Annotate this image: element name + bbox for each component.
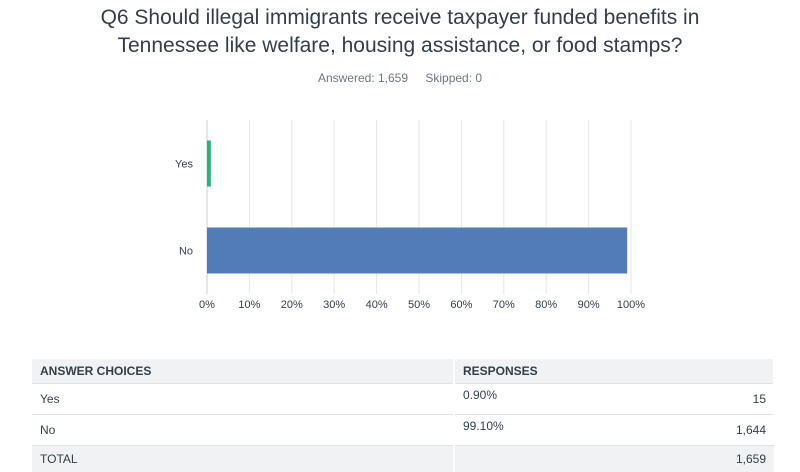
x-tick-label: 10% xyxy=(238,299,260,311)
category-label: No xyxy=(179,246,193,258)
bar-no xyxy=(207,228,627,274)
table-row: No 99.10% 1,644 xyxy=(32,415,774,446)
x-tick-label: 80% xyxy=(535,299,557,311)
question-title: Q6 Should illegal immigrants receive tax… xyxy=(0,4,800,60)
question-title-line1: Q6 Should illegal immigrants receive tax… xyxy=(0,4,800,32)
total-count: 1,659 xyxy=(632,446,774,472)
answered-count: Answered: 1,659 xyxy=(318,71,408,85)
total-row: TOTAL 1,659 xyxy=(32,446,774,472)
choice-label: Yes xyxy=(32,384,454,415)
x-tick-label: 0% xyxy=(199,299,215,311)
table-header-row: ANSWER CHOICES RESPONSES xyxy=(32,359,774,384)
bar-yes xyxy=(207,141,211,187)
x-tick-label: 40% xyxy=(366,299,388,311)
response-stats: Answered: 1,659 Skipped: 0 xyxy=(0,71,800,85)
total-label: TOTAL xyxy=(32,446,454,472)
x-tick-label: 30% xyxy=(323,299,345,311)
responses-table: ANSWER CHOICES RESPONSES Yes 0.90% 15 No… xyxy=(32,359,775,472)
answer-choices-header: ANSWER CHOICES xyxy=(32,359,454,384)
table-row: Yes 0.90% 15 xyxy=(32,384,774,415)
choice-label: No xyxy=(32,415,454,446)
category-label: Yes xyxy=(175,159,193,171)
question-title-line2: Tennessee like welfare, housing assistan… xyxy=(0,32,800,60)
response-count: 15 xyxy=(632,384,774,415)
total-spacer xyxy=(454,446,632,472)
x-tick-label: 90% xyxy=(578,299,600,311)
response-percent: 0.90% xyxy=(454,384,632,415)
response-percent: 99.10% xyxy=(454,415,632,446)
x-tick-label: 60% xyxy=(450,299,472,311)
skipped-count: Skipped: 0 xyxy=(425,71,482,85)
bar-chart: 0% 10% 20% 30% 40% 50% 60% 70% 80% 90% 100% Yes No xyxy=(0,110,800,315)
x-tick-label: 20% xyxy=(281,299,303,311)
x-tick-label: 70% xyxy=(493,299,515,311)
responses-header: RESPONSES xyxy=(454,359,774,384)
response-count: 1,644 xyxy=(632,415,774,446)
x-tick-label: 100% xyxy=(617,299,645,311)
x-tick-label: 50% xyxy=(408,299,430,311)
